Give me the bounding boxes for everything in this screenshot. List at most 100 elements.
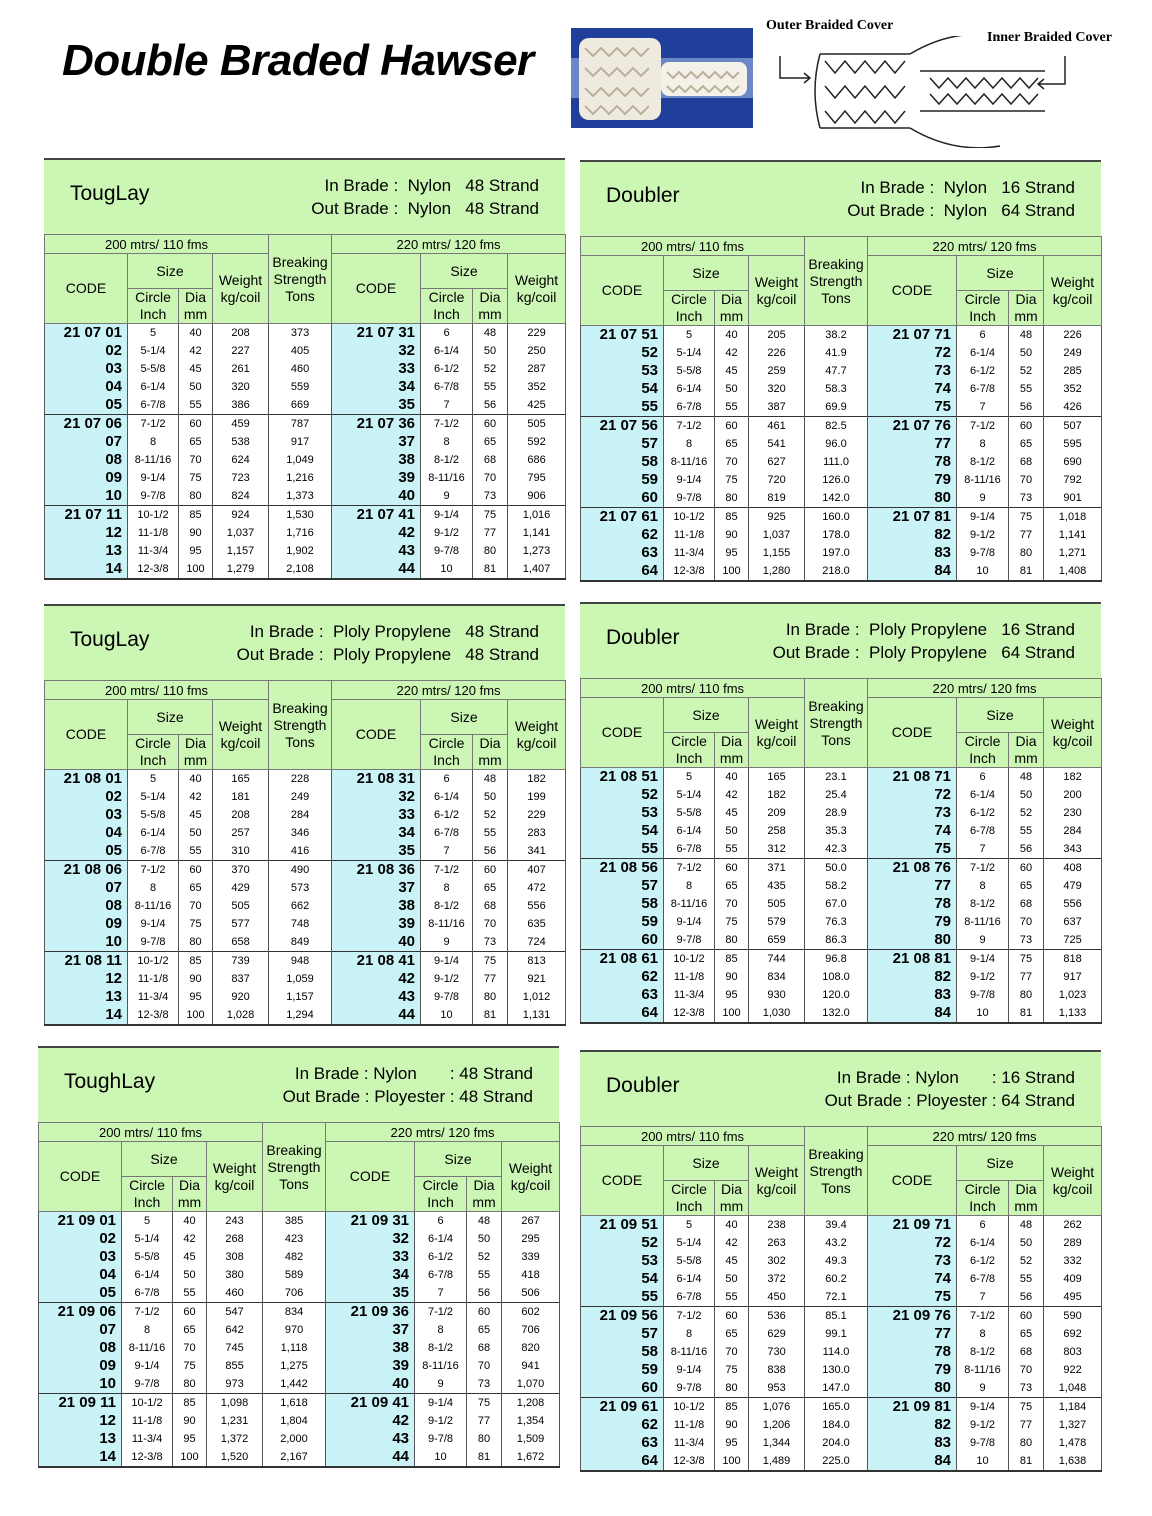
value-cell: 45 <box>714 362 749 380</box>
code-cell: 44 <box>325 1448 416 1468</box>
code-cell: 79 <box>867 471 958 489</box>
value-cell: 80 <box>1008 1434 1045 1452</box>
value-cell: 819 <box>747 489 806 508</box>
header-line: Circle <box>428 289 465 305</box>
code-cell: 33 <box>325 1248 416 1266</box>
value-cell: 70 <box>1008 471 1045 489</box>
value-cell: 8-11/16 <box>663 895 715 913</box>
value-cell: 52 <box>472 360 509 378</box>
dia-header: Dia mm <box>472 734 509 770</box>
value-cell: 6-1/2 <box>956 362 1010 380</box>
code-cell: 21 08 01 <box>44 769 128 788</box>
value-cell: 818 <box>1043 949 1103 968</box>
value-cell: 56 <box>472 396 509 415</box>
code-cell: 21 08 81 <box>867 949 958 968</box>
value-cell: 5-5/8 <box>127 806 179 824</box>
code-cell: 07 <box>38 1321 122 1339</box>
value-cell: 227 <box>211 342 270 360</box>
code-header: CODE <box>331 699 422 770</box>
header-line: mm <box>719 1198 744 1214</box>
value-cell: 1,520 <box>205 1448 264 1468</box>
value-cell: 11-3/4 <box>127 542 179 560</box>
value-cell: 637 <box>1043 913 1103 931</box>
out-brade: Out Brade : Nylon 64 Strand <box>847 201 1075 220</box>
header-line: Tons <box>285 287 315 304</box>
spec-table: 200 mtrs/ 110 fms Breaking Strength Tons 220… <box>43 680 567 1026</box>
value-cell: 48 <box>472 323 509 342</box>
value-cell: 60 <box>178 414 213 433</box>
value-cell: 642 <box>205 1321 264 1339</box>
value-cell: 52 <box>1008 1252 1045 1270</box>
code-cell: 21 08 36 <box>331 860 422 879</box>
code-cell: 64 <box>580 1004 664 1024</box>
code-cell: 37 <box>331 879 422 897</box>
value-cell: 100 <box>714 562 749 582</box>
value-cell: 9-1/4 <box>121 1357 173 1375</box>
value-cell: 209 <box>747 804 806 822</box>
data-row: 21 08 56 7-1/2 60 371 50.0 21 08 76 7-1/2 60 408 <box>580 858 1103 877</box>
size-header: Size <box>663 697 749 733</box>
header-line: Circle <box>964 733 1001 749</box>
value-cell: 6-1/4 <box>956 1234 1010 1252</box>
thead: 200 mtrs/ 110 fms Breaking Strength Tons 220… <box>579 236 1103 326</box>
value-cell: 332 <box>1043 1252 1103 1270</box>
value-cell: 39.4 <box>804 1215 869 1234</box>
value-cell: 68 <box>466 1339 503 1357</box>
value-cell: 1,478 <box>1043 1434 1103 1452</box>
value-cell: 5-1/4 <box>121 1230 173 1248</box>
header-line: Strength <box>273 716 327 733</box>
header-row: CODE Size Weight kg/coil CODE Size Weight kg/co… <box>580 255 1103 326</box>
value-cell: 658 <box>211 933 270 952</box>
value-cell: 924 <box>211 505 270 524</box>
code-cell: 21 07 01 <box>44 323 128 342</box>
in-brade: In Brade : Nylon 16 Strand <box>860 178 1075 197</box>
value-cell: 80 <box>714 1379 749 1398</box>
value-cell: 81 <box>1008 1004 1045 1024</box>
value-cell: 706 <box>501 1321 561 1339</box>
span-header: 200 mtrs/ 110 fms <box>579 678 806 698</box>
value-cell: 8 <box>127 433 179 451</box>
value-cell: 930 <box>747 986 806 1004</box>
size-header: Size <box>956 697 1045 733</box>
data-row: 03 5-5/8 45 308 482 33 6-1/2 52 339 <box>38 1248 561 1266</box>
value-cell: 70 <box>472 469 509 487</box>
header-line: mm <box>478 752 502 768</box>
data-row: 62 11-1/8 90 834 108.0 82 9-1/2 77 917 <box>580 968 1103 986</box>
code-cell: 13 <box>44 542 128 560</box>
value-cell: 11-3/4 <box>663 986 715 1004</box>
value-cell: 1,133 <box>1043 1004 1103 1024</box>
value-cell: 9-7/8 <box>121 1375 173 1394</box>
size-header: Size <box>127 699 213 735</box>
data-row: 02 5-1/4 42 181 249 32 6-1/4 50 199 <box>44 788 567 806</box>
value-cell: 47.7 <box>804 362 869 380</box>
value-cell: 199 <box>507 788 567 806</box>
thead: 200 mtrs/ 110 fms Breaking Strength Tons 220… <box>37 1122 561 1212</box>
value-cell: 538 <box>211 433 270 451</box>
value-cell: 8-11/16 <box>663 1343 715 1361</box>
header-line: Circle <box>671 1181 707 1197</box>
value-cell: 1,344 <box>747 1434 806 1452</box>
in-brade: In Brade : Ploly Propylene 48 Strand <box>249 622 539 641</box>
value-cell: 85 <box>178 951 213 970</box>
value-cell: 5-5/8 <box>663 1252 715 1270</box>
value-cell: 77 <box>1008 526 1045 544</box>
header-line: Tons <box>821 731 851 748</box>
value-cell: 8 <box>420 879 474 897</box>
header-line: Tons <box>821 289 851 306</box>
code-cell: 21 07 11 <box>44 505 128 524</box>
header-line: Inch <box>133 1194 161 1210</box>
value-cell: 67.0 <box>804 895 869 913</box>
value-cell: 35.3 <box>804 822 869 840</box>
data-row: 21 07 11 10-1/2 85 924 1,530 21 07 41 9-1/4 75 1… <box>44 505 567 524</box>
value-cell: 85 <box>178 505 213 524</box>
value-cell: 6-7/8 <box>956 1270 1010 1288</box>
value-cell: 1,273 <box>507 542 567 560</box>
value-cell: 692 <box>1043 1325 1103 1343</box>
value-cell: 7 <box>956 398 1010 417</box>
data-row: 12 11-1/8 90 837 1,059 42 9-1/2 77 921 <box>44 970 567 988</box>
weight-header: Weight kg/coil <box>507 699 567 770</box>
header-row: Circle Inch Dia mm Circle Inch Dia mm <box>45 288 566 324</box>
value-cell: 9-7/8 <box>420 542 474 560</box>
value-cell: 5 <box>127 323 179 342</box>
value-cell: 8-1/2 <box>956 895 1010 913</box>
